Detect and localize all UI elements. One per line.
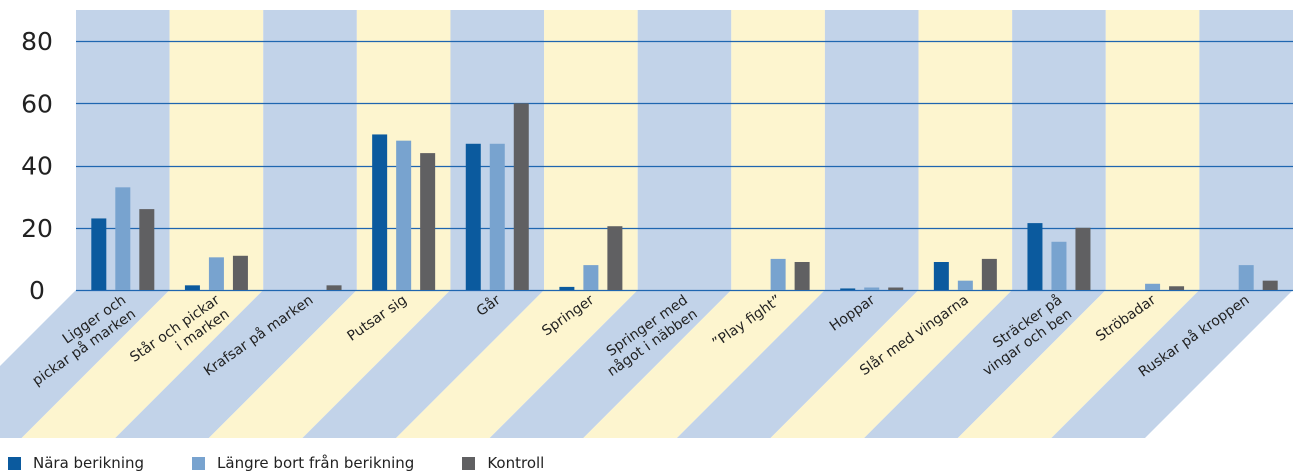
legend-swatch-kontroll <box>462 456 476 470</box>
bar <box>1075 227 1091 290</box>
y-tick-label: 20 <box>21 214 53 243</box>
bar <box>933 262 949 290</box>
legend-item-nara: Nära berikning <box>8 454 144 472</box>
category-band <box>583 10 825 438</box>
bar <box>1145 283 1161 290</box>
bar <box>1238 265 1254 290</box>
category-band <box>864 10 1106 438</box>
legend-swatch-nara <box>8 456 21 470</box>
bars <box>91 103 1278 290</box>
bar <box>420 153 436 290</box>
category-band <box>1051 10 1293 438</box>
legend-label-kontroll: Kontroll <box>487 454 545 472</box>
bar <box>864 287 880 290</box>
category-band <box>208 10 451 438</box>
legend-label-nara: Nära berikning <box>33 454 145 472</box>
y-tick-label: 80 <box>21 27 53 56</box>
bar <box>1027 223 1043 290</box>
y-tick-label: 0 <box>29 276 45 305</box>
bar <box>607 226 623 290</box>
category-bands <box>0 10 1293 438</box>
bar <box>794 262 810 290</box>
bar <box>115 187 131 290</box>
category-band <box>115 10 357 438</box>
bar <box>1169 286 1185 290</box>
bar <box>840 288 856 290</box>
bar <box>1262 280 1278 290</box>
category-band <box>489 10 732 438</box>
category-band <box>396 10 638 438</box>
category-band <box>0 10 170 438</box>
category-band <box>957 10 1200 438</box>
bar <box>139 209 155 290</box>
y-axis: 0 20 40 60 80 <box>21 27 53 305</box>
bar <box>232 255 248 290</box>
bar <box>559 286 575 290</box>
legend-item-langre: Längre bort från berikning <box>192 454 414 472</box>
legend-swatch-langre <box>192 456 206 470</box>
category-band <box>302 10 545 438</box>
category-band <box>21 10 264 438</box>
legend-item-kontroll: Kontroll <box>462 454 544 472</box>
bar <box>957 280 973 290</box>
category-band <box>676 10 919 438</box>
bar <box>770 258 786 290</box>
bar <box>489 143 505 290</box>
bar <box>372 134 388 290</box>
bar <box>326 285 342 290</box>
legend-label-langre: Längre bort från berikning <box>217 454 415 472</box>
bar <box>465 143 481 290</box>
bar <box>91 218 107 290</box>
bar <box>184 285 200 290</box>
bar <box>583 265 599 290</box>
y-tick-label: 60 <box>21 89 53 118</box>
bar <box>513 103 529 290</box>
bar <box>396 140 412 290</box>
category-band <box>770 10 1013 438</box>
bar <box>1051 241 1067 290</box>
bar <box>208 257 224 290</box>
y-tick-label: 40 <box>21 152 53 181</box>
bar <box>981 258 997 290</box>
bar <box>888 287 904 290</box>
legend: Nära berikning Längre bort från beriknin… <box>8 453 592 473</box>
